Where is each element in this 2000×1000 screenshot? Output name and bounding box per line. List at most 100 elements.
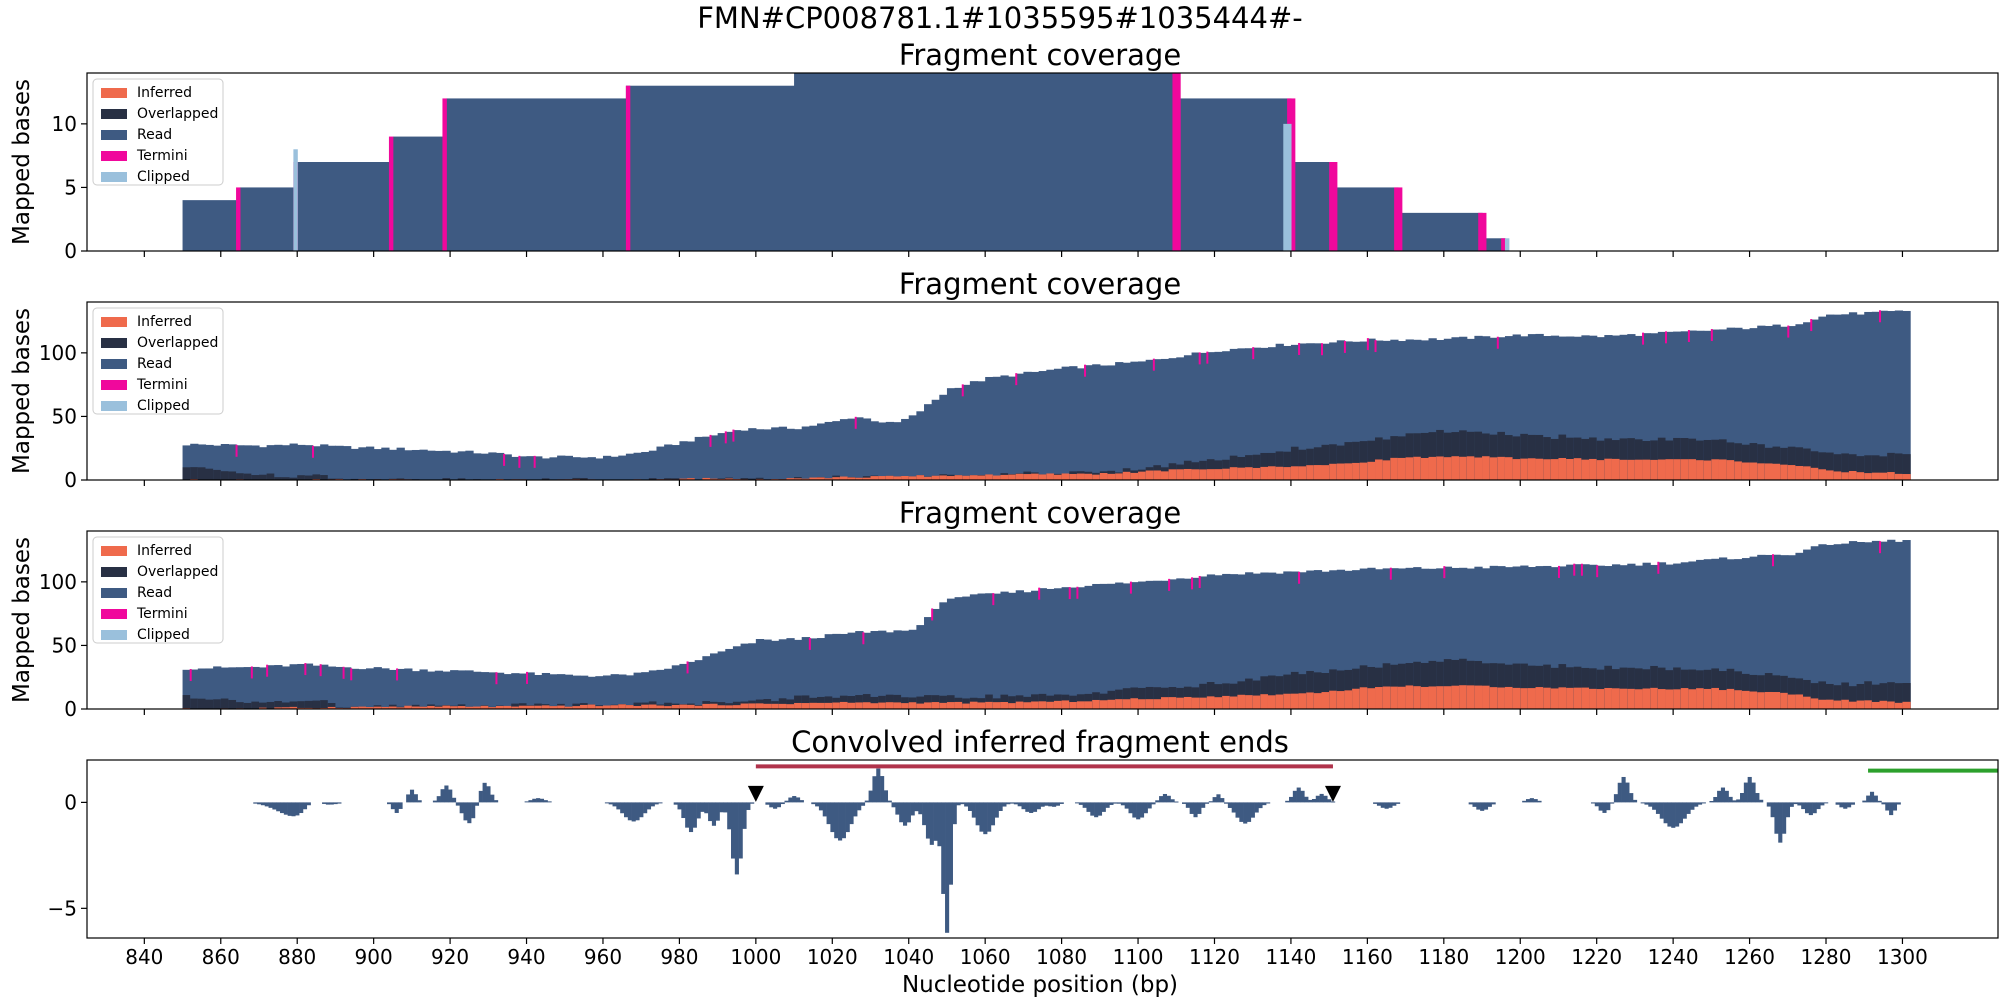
inferred-bar (1329, 690, 1338, 709)
convolved-bar (295, 802, 300, 816)
legend-label: Overlapped (137, 106, 218, 122)
inferred-bar (1680, 688, 1690, 709)
inferred-bar (289, 706, 298, 709)
read-bar (1237, 348, 1246, 480)
inferred-bar (717, 705, 726, 709)
read-bar (931, 608, 940, 709)
termini-bar (1252, 347, 1255, 360)
read-bar (725, 648, 734, 709)
convolved-bar (452, 797, 457, 803)
read-bar (549, 674, 558, 709)
overlapped-bar (1413, 433, 1422, 480)
termini-bar (732, 429, 735, 442)
convolved-bar (643, 802, 648, 814)
read-bar (1871, 540, 1881, 709)
overlapped-bar (1474, 431, 1483, 480)
convolved-bar (1010, 802, 1015, 804)
convolved-bar (971, 802, 976, 818)
convolved-bar (1151, 802, 1156, 805)
inferred-bar (1053, 474, 1063, 480)
convolved-bar (738, 802, 743, 859)
inferred-bar (1099, 700, 1109, 709)
convolved-bar (1632, 799, 1638, 803)
termini-bar (1366, 338, 1369, 351)
overlapped-bar (1504, 664, 1514, 709)
convolved-bar (631, 802, 636, 822)
convolved-bar (788, 797, 793, 803)
convolved-bar (623, 802, 629, 818)
overlapped-bar (1558, 434, 1567, 480)
overlapped-bar (1352, 441, 1361, 480)
inferred-bar (977, 475, 986, 480)
inferred-bar (962, 475, 971, 480)
convolved-bar (539, 798, 545, 803)
overlapped-bar (220, 471, 230, 480)
read-bar (1206, 352, 1216, 480)
convolved-bar (1525, 799, 1531, 803)
termini-bar (709, 434, 712, 447)
inferred-bar (1665, 459, 1674, 480)
read-bar (350, 668, 359, 709)
convolved-bar (1017, 802, 1022, 807)
convolved-bar (838, 802, 843, 841)
clipped-bar (293, 149, 298, 251)
overlapped-bar (1734, 671, 1743, 709)
read-bar (1787, 555, 1797, 709)
inferred-bar (1848, 470, 1858, 480)
overlapped-bar (1634, 439, 1644, 480)
read-bar (343, 667, 352, 709)
read-bar (969, 381, 979, 480)
read-bar (1290, 571, 1300, 709)
overlapped-bar (1466, 431, 1475, 480)
overlapped-bar (1313, 672, 1323, 709)
read-bar (1711, 558, 1720, 709)
inferred-bar (1864, 473, 1873, 480)
read-bar (488, 452, 497, 480)
convolved-bar (436, 796, 441, 803)
termini-bar (518, 455, 521, 468)
inferred-bar (725, 478, 734, 480)
read-bar (1290, 344, 1300, 480)
read-bar (786, 428, 795, 480)
convolved-bar (608, 802, 613, 805)
read-bar (1283, 571, 1292, 709)
read-bar (725, 431, 734, 480)
overlapped-bar (648, 478, 658, 480)
inferred-bar (702, 703, 711, 709)
convolved-bar (922, 802, 927, 826)
overlapped-bar (1489, 663, 1498, 709)
convolved-bar (1136, 802, 1141, 820)
read-bar (893, 422, 902, 480)
overlapped-bar (228, 699, 237, 709)
read-bar (1772, 324, 1781, 480)
convolved-bar (1736, 799, 1741, 803)
read-bar (1267, 572, 1277, 709)
read-bar (1871, 311, 1881, 480)
y-axis-label: Mapped bases (9, 537, 35, 703)
x-tick-label: 860 (202, 945, 240, 969)
read-bar (1046, 369, 1055, 480)
termini-bar (1076, 586, 1079, 599)
inferred-bar (1634, 689, 1644, 709)
convolved-bar (1235, 802, 1240, 818)
inferred-bar (1336, 691, 1346, 709)
overlapped-bar (396, 478, 405, 480)
overlapped-bar (1428, 432, 1437, 480)
read-bar (446, 98, 627, 251)
x-tick-label: 1040 (883, 945, 934, 969)
convolved-bar (253, 802, 258, 804)
overlapped-bar (671, 478, 681, 480)
inferred-bar (1780, 692, 1789, 709)
inferred-bar (1191, 697, 1200, 709)
read-bar (1153, 359, 1162, 480)
termini-bar (1298, 571, 1301, 584)
read-bar (1222, 351, 1231, 480)
convolved-bar (811, 802, 816, 805)
overlapped-bar (1810, 451, 1819, 480)
inferred-bar (1894, 702, 1904, 709)
convolved-bar (681, 802, 686, 819)
overlapped-bar (251, 475, 260, 480)
termini-bar (1389, 567, 1392, 580)
read-bar (1527, 567, 1537, 709)
